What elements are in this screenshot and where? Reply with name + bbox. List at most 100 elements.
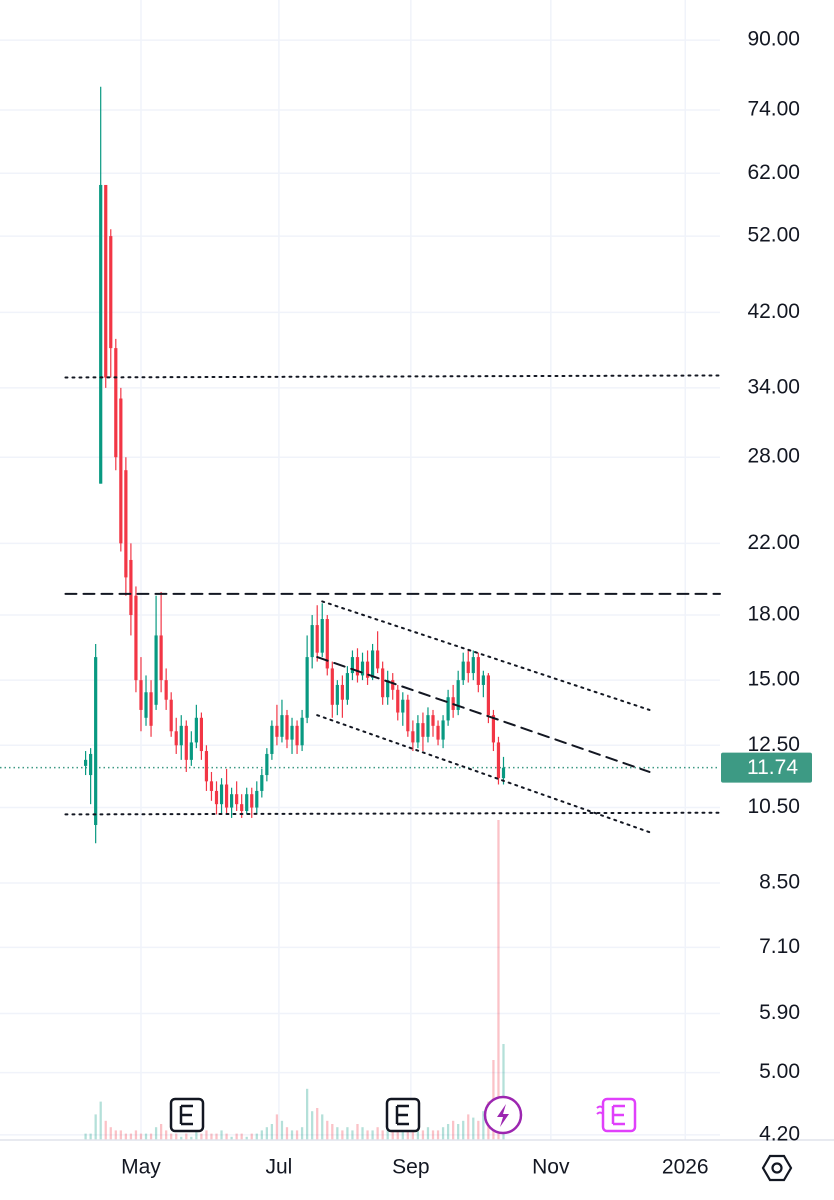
candle-body — [204, 751, 209, 782]
volume-bar — [316, 1108, 319, 1140]
volume-bar — [124, 1133, 128, 1140]
volume-bar — [180, 1136, 183, 1140]
candle-body — [426, 715, 430, 737]
candle-body — [340, 684, 344, 700]
volume-bar — [175, 1133, 178, 1140]
candle-body — [119, 398, 123, 544]
volume-bar — [336, 1127, 339, 1140]
x-tick-label: May — [121, 1156, 161, 1179]
volume-bar — [300, 1127, 304, 1140]
volume-bar — [502, 1044, 505, 1140]
candle-body — [411, 731, 415, 743]
volume-bar — [416, 1130, 420, 1140]
volume-bar — [371, 1130, 374, 1140]
volume-bar — [220, 1130, 223, 1140]
volume-bar — [134, 1130, 138, 1140]
candle-body — [421, 723, 425, 737]
volume-bar — [321, 1114, 324, 1140]
volume-bar — [346, 1127, 349, 1140]
candles — [83, 86, 506, 844]
y-tick-label: 5.00 — [759, 1060, 800, 1083]
candle-body — [491, 715, 496, 743]
candle-body — [285, 715, 289, 740]
earnings-icon[interactable] — [385, 1097, 421, 1133]
candle-body — [139, 680, 143, 710]
candle-body — [114, 348, 118, 458]
candle-body — [461, 661, 465, 681]
candle-body — [199, 717, 203, 752]
volume-bar — [245, 1136, 248, 1140]
volume-bar — [84, 1133, 87, 1140]
volume-bar — [351, 1130, 354, 1140]
candle-body — [401, 699, 405, 713]
candle-body — [370, 650, 375, 678]
volume-bar — [139, 1133, 143, 1140]
volume-bar — [366, 1130, 369, 1140]
candle-body — [230, 794, 234, 808]
volume-bar — [391, 1130, 394, 1140]
plot — [0, 0, 721, 1140]
volume-bar — [94, 1114, 97, 1140]
candle-body — [416, 723, 420, 743]
volume-bar — [356, 1124, 359, 1140]
volume-bar — [109, 1127, 112, 1140]
volume-bar — [190, 1136, 193, 1140]
future-earnings-icon[interactable] — [596, 1097, 637, 1133]
volume-bar — [421, 1130, 425, 1140]
volume-bar — [129, 1133, 133, 1140]
candle-body — [280, 715, 284, 737]
candle-body — [144, 692, 148, 718]
volume-bar — [295, 1130, 299, 1140]
candle-body — [386, 680, 390, 698]
volume-bar — [406, 1127, 409, 1140]
candle-body — [310, 625, 314, 658]
trend-line — [316, 714, 651, 834]
candle-body — [245, 794, 249, 811]
volume-bar — [376, 1127, 379, 1140]
y-tick-label: 34.00 — [747, 375, 800, 398]
settings-icon[interactable] — [761, 1154, 793, 1182]
volume-bar — [311, 1111, 314, 1140]
candle-body — [345, 673, 350, 700]
candle-body — [159, 635, 163, 681]
volume-bar — [159, 1124, 163, 1140]
candle-body — [300, 717, 304, 746]
volume-bar — [326, 1120, 329, 1140]
candle-body — [501, 767, 506, 779]
candle-body — [94, 657, 98, 825]
y-tick-label: 12.50 — [747, 733, 800, 756]
candle-body — [396, 689, 400, 713]
candle-body — [275, 725, 279, 737]
candle-body — [481, 675, 485, 685]
volume-bar — [119, 1130, 122, 1140]
trend-line — [321, 600, 651, 711]
candle-body — [184, 725, 188, 760]
candle-body — [330, 668, 334, 705]
y-tick-label: 7.10 — [759, 935, 800, 958]
candle-body — [335, 684, 339, 705]
volume-bar — [472, 1117, 475, 1140]
volume-bar — [170, 1133, 173, 1140]
volume-bar — [225, 1133, 228, 1140]
y-tick-label: 10.50 — [747, 795, 800, 818]
y-tick-label: 42.00 — [747, 300, 800, 323]
volume-bar — [270, 1124, 274, 1140]
volume-bar — [144, 1133, 148, 1140]
candle-body — [209, 781, 214, 791]
candle-body — [169, 699, 173, 732]
candle-body — [235, 794, 239, 805]
candle-body — [315, 625, 319, 653]
last-price-label: 11.74 — [747, 756, 798, 779]
volume-bar — [89, 1133, 92, 1140]
candle-body — [250, 794, 254, 808]
candle-body — [446, 697, 450, 721]
volume-bar — [497, 820, 500, 1140]
earnings-icon[interactable] — [169, 1097, 205, 1133]
y-tick-label: 5.90 — [759, 1001, 800, 1024]
candle-body — [376, 650, 380, 669]
news-icon[interactable] — [483, 1095, 523, 1135]
volume-bar — [396, 1127, 399, 1140]
